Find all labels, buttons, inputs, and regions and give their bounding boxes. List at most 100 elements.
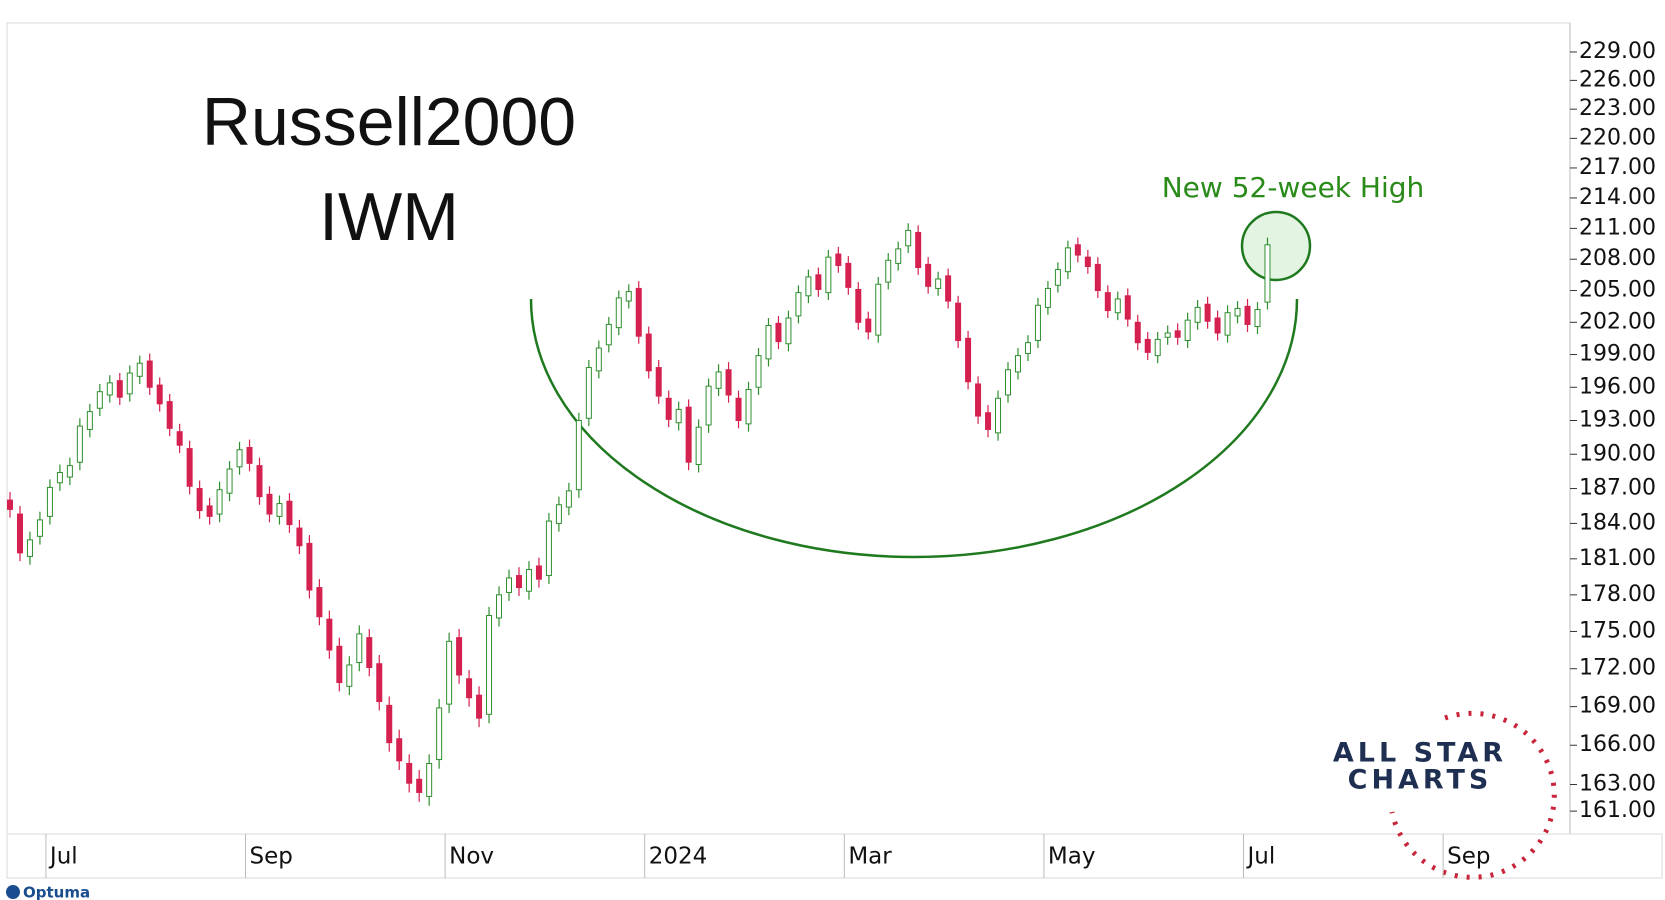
candle-body <box>835 253 842 266</box>
candle-body <box>955 302 962 342</box>
candle-body <box>186 448 193 487</box>
y-tick-label: 181.00 <box>1579 546 1656 571</box>
candle-body <box>1234 307 1241 317</box>
candle-body <box>725 369 732 396</box>
candle-body <box>825 256 832 294</box>
y-tick-label: 226.00 <box>1579 67 1656 92</box>
candle-body <box>1084 256 1091 267</box>
x-tick-label: Nov <box>449 844 494 870</box>
candle-body <box>56 471 63 484</box>
candle-body <box>785 317 792 345</box>
candle-body <box>336 645 343 684</box>
x-tick-label: Jul <box>1246 844 1276 870</box>
x-tick-label: Jul <box>48 844 78 870</box>
candle-body <box>615 297 622 329</box>
y-tick-label: 214.00 <box>1579 185 1656 210</box>
candle-body <box>905 229 912 247</box>
candle-body <box>1214 317 1221 334</box>
candle-body <box>476 694 483 719</box>
candle-body <box>466 678 473 699</box>
y-tick-label: 217.00 <box>1579 155 1656 180</box>
highlight-circle <box>1240 210 1312 282</box>
candle-body <box>76 425 83 463</box>
candle-body <box>506 577 512 593</box>
candle-body <box>1074 244 1081 256</box>
candle-body <box>585 367 592 419</box>
candle-body <box>86 411 93 430</box>
candle-body <box>486 615 493 715</box>
candle-body <box>795 292 802 317</box>
candle-body <box>1194 306 1201 323</box>
candle-body <box>515 575 522 589</box>
candle-body <box>1244 305 1251 325</box>
y-tick-label: 163.00 <box>1579 772 1656 797</box>
candle-body <box>66 465 73 478</box>
y-tick-label: 199.00 <box>1579 342 1656 367</box>
candle-body <box>1044 287 1051 308</box>
candle-body <box>266 493 273 515</box>
candle-body <box>176 431 183 446</box>
candle-body <box>985 412 992 430</box>
candle-body <box>895 248 902 264</box>
candle-body <box>1005 369 1011 396</box>
y-tick-label: 211.00 <box>1579 215 1656 240</box>
candle-body <box>865 318 872 333</box>
x-tick-label: Mar <box>848 844 892 870</box>
candle-body <box>885 259 892 283</box>
candle-body <box>276 503 283 517</box>
platform-name: Optuma <box>23 884 90 900</box>
candle-body <box>1094 263 1101 292</box>
x-tick-label: Sep <box>1447 844 1490 870</box>
candle-body <box>975 383 982 417</box>
candle-body <box>366 637 373 668</box>
candle-body <box>376 663 383 703</box>
candle-body <box>156 384 163 405</box>
candle-body <box>1174 330 1181 338</box>
y-tick-label: 196.00 <box>1579 374 1656 399</box>
x-tick-label: May <box>1048 844 1096 870</box>
chart-title: Russell2000 <box>202 84 576 160</box>
candle-body <box>565 490 572 508</box>
logo-text: ALL STAR <box>1333 738 1507 769</box>
candle-body <box>1184 319 1191 342</box>
candle-body <box>685 406 692 463</box>
candle-body <box>595 347 602 372</box>
candle-body <box>216 489 223 515</box>
y-tick-label: 202.00 <box>1579 309 1656 334</box>
y-tick-label: 193.00 <box>1579 408 1656 433</box>
candle-body <box>306 542 313 591</box>
candle-body <box>625 291 632 302</box>
x-tick-label: 2024 <box>649 844 708 870</box>
candle-body <box>446 640 453 705</box>
candle-body <box>635 287 642 337</box>
y-tick-label: 187.00 <box>1579 476 1656 501</box>
candle-body <box>416 778 423 793</box>
candle-body <box>1124 295 1131 320</box>
candle-body <box>386 704 393 744</box>
candle-body <box>665 397 672 420</box>
candle-body <box>1264 244 1271 303</box>
candle-body <box>1254 309 1261 328</box>
candle-body <box>775 322 782 343</box>
candle-body <box>246 446 253 464</box>
candle-body <box>875 283 882 336</box>
candle-body <box>7 499 13 510</box>
candle-body <box>575 420 582 491</box>
candle-body <box>715 371 722 389</box>
candle-body <box>1034 304 1041 342</box>
candle-body <box>496 594 503 619</box>
candle-body <box>146 360 153 388</box>
y-tick-label: 190.00 <box>1579 441 1656 466</box>
candle-body <box>945 275 952 302</box>
candle-body <box>555 504 562 524</box>
candle-body <box>655 367 662 397</box>
candle-body <box>995 397 1002 434</box>
candle-body <box>545 520 552 577</box>
candle-body <box>16 513 23 554</box>
candle-body <box>346 664 353 687</box>
candle-body <box>1114 298 1121 314</box>
candle-body <box>326 618 333 651</box>
candle-body <box>1054 269 1061 286</box>
candle-body <box>256 465 263 498</box>
candle-body <box>1164 332 1171 338</box>
